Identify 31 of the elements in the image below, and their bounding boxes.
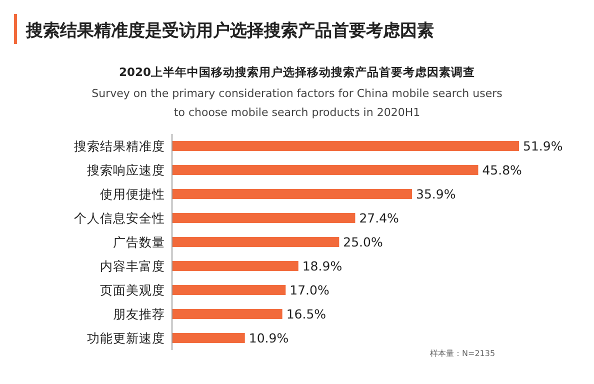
bar	[172, 213, 356, 223]
data-label: 51.9%	[523, 138, 563, 154]
data-label: 25.0%	[343, 234, 383, 250]
y-tick-label: 朋友推荐	[113, 306, 165, 322]
bar	[172, 285, 286, 295]
bar	[172, 309, 282, 319]
y-tick-label: 个人信息安全性	[74, 210, 165, 226]
data-label: 35.9%	[416, 186, 456, 202]
y-tick-label: 搜索结果精准度	[74, 138, 165, 154]
bar	[172, 189, 412, 199]
chart-subtitle: 2020上半年中国移动搜索用户选择移动搜索产品首要考虑因素调查	[118, 65, 476, 79]
y-tick-label: 广告数量	[113, 234, 165, 250]
data-label: 10.9%	[248, 330, 289, 346]
data-label: 16.5%	[286, 306, 326, 322]
text: Survey on the primary consideration factors for China mobile search users to choose mobile search products in 2020H1	[90, 86, 504, 121]
data-label: 17.0%	[290, 282, 330, 298]
bar	[172, 261, 298, 271]
data-label: 27.4%	[359, 210, 400, 226]
bar	[172, 333, 245, 343]
y-tick-label: 使用便捷性	[100, 186, 165, 202]
bar	[172, 165, 478, 175]
y-tick-label: 内容丰富度	[100, 258, 165, 274]
y-tick-label: 页面美观度	[100, 282, 165, 298]
bar	[172, 237, 340, 247]
annotation: 样本量：N=2135	[430, 349, 496, 358]
data-label: 18.9%	[302, 258, 342, 274]
y-tick-label: 功能更新速度	[87, 330, 165, 346]
chart-title: 搜索结果精准度是受访用户选择搜索产品首要考虑因素	[25, 21, 434, 41]
bar	[172, 141, 519, 151]
data-label: 45.8%	[482, 162, 522, 178]
y-tick-label: 搜索响应速度	[87, 162, 165, 178]
